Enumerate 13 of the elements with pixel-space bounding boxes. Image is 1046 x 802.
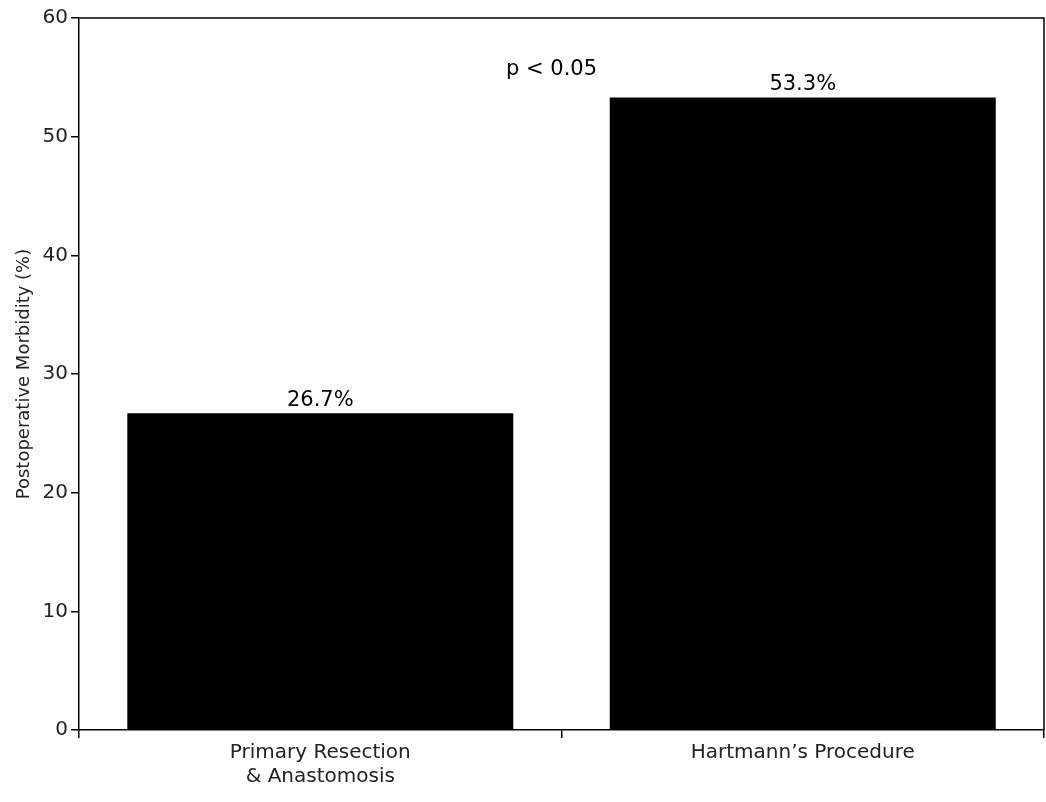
y-tick-label: 40 bbox=[42, 241, 69, 266]
y-tick-label: 60 bbox=[42, 4, 69, 29]
x-tick-label: Hartmann’s Procedure bbox=[690, 739, 915, 764]
y-axis-title: Postoperative Morbidity (%) bbox=[12, 248, 34, 500]
y-tick-label: 30 bbox=[42, 360, 69, 385]
y-tick-label: 50 bbox=[42, 122, 69, 147]
data-label: 53.3% bbox=[769, 71, 837, 96]
x-tick-label: Primary Resection & Anastomosis bbox=[229, 739, 411, 788]
y-tick-label: 20 bbox=[42, 478, 69, 503]
y-tick-label: 0 bbox=[55, 716, 69, 741]
data-label: 26.7% bbox=[286, 387, 354, 412]
y-tick-label: 10 bbox=[42, 597, 69, 622]
annotation: p < 0.05 bbox=[506, 55, 598, 80]
